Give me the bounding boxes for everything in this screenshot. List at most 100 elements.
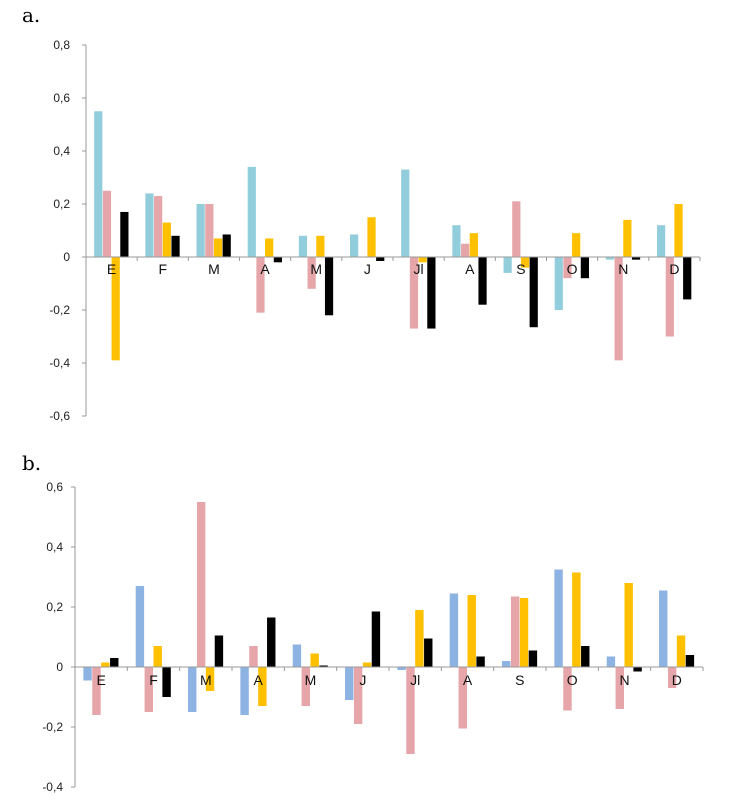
bar-series4-n — [633, 667, 642, 672]
bar-series4-m — [222, 234, 231, 257]
bar-series4-a — [273, 257, 282, 263]
bar-series3-jl — [418, 257, 427, 263]
bar-series4-m — [214, 635, 224, 667]
y-tick-label: -0,2 — [49, 303, 70, 317]
bar-series1-d — [659, 590, 668, 667]
bar-series2-e — [92, 667, 101, 715]
y-tick-label: 0,4 — [46, 540, 63, 554]
bar-series4-d — [683, 257, 692, 300]
bar-series1-m — [298, 235, 308, 257]
bar-series2-j — [353, 667, 363, 724]
bar-series2-a — [458, 667, 467, 729]
bar-series2-m — [196, 502, 206, 667]
y-tick-label: 0 — [56, 660, 63, 674]
x-tick-label: J — [359, 672, 366, 688]
panel-label-a: a. — [22, 3, 40, 27]
x-tick-label: Jl — [410, 672, 420, 688]
x-tick-label: J — [364, 261, 371, 277]
bar-series3-e — [111, 257, 120, 361]
bar-series3-j — [362, 662, 372, 667]
bar-series2-a — [461, 243, 470, 257]
y-tick-label: 0 — [63, 250, 70, 264]
bar-series2-s — [512, 201, 521, 257]
x-tick-label: Jl — [414, 261, 424, 277]
bar-series2-a — [249, 646, 258, 667]
x-tick-label: F — [158, 261, 167, 277]
y-tick-label: 0,6 — [46, 480, 63, 494]
bar-series1-s — [502, 661, 511, 667]
bar-series3-s — [520, 257, 530, 268]
bar-series4-f — [171, 235, 180, 257]
bar-series2-o — [563, 257, 572, 279]
bar-series4-o — [581, 646, 590, 667]
y-tick-label: 0,8 — [53, 38, 70, 52]
bar-series1-j — [350, 234, 359, 257]
y-tick-label: -0,6 — [49, 409, 70, 423]
bar-series2-e — [102, 190, 112, 257]
chart-panel-b: b. 0,6 0,4 0,2 0 -0,2 -0,4 E F M A M J Jl A S O N D — [22, 451, 704, 794]
bar-series2-jl — [406, 667, 415, 754]
bar-series1-s — [503, 257, 512, 273]
bar-series2-n — [615, 667, 624, 709]
bar-series1-o — [554, 257, 563, 310]
bar-series1-a — [452, 225, 461, 257]
bar-series3-f — [162, 222, 171, 257]
bar-series2-d — [665, 257, 674, 337]
bar-series3-o — [572, 233, 581, 257]
x-tick-label: M — [305, 672, 317, 688]
bar-series1-a — [247, 166, 256, 257]
bar-series3-jl — [415, 610, 424, 667]
bar-series2-m — [301, 667, 310, 706]
bar-series3-a — [467, 595, 476, 667]
bar-series2-f — [144, 667, 153, 712]
y-tick-label: -0,4 — [42, 780, 63, 794]
bar-series4-m — [319, 665, 328, 667]
bar-series1-f — [145, 193, 154, 257]
bar-series3-d — [674, 204, 683, 257]
bar-series1-jl — [401, 169, 410, 257]
bar-series4-s — [528, 650, 538, 667]
bar-series1-jl — [397, 667, 406, 670]
bar-series4-d — [685, 655, 695, 667]
bar-series4-j — [371, 611, 381, 667]
x-tick-label: F — [149, 672, 158, 688]
bar-series3-n — [623, 219, 632, 257]
bar-series4-n — [631, 257, 641, 260]
bar-series4-o — [580, 257, 589, 279]
y-tick-label: 0,2 — [53, 197, 70, 211]
x-tick-label: D — [669, 261, 679, 277]
y-tick-label: 0,2 — [46, 600, 63, 614]
bar-series1-n — [606, 656, 616, 667]
bar-series3-m — [205, 667, 215, 691]
x-tick-label: S — [515, 672, 524, 688]
bar-series3-n — [624, 583, 633, 667]
bar-series2-o — [563, 667, 572, 711]
x-tick-label: A — [463, 672, 473, 688]
bar-series1-o — [554, 569, 563, 667]
bar-series1-m — [292, 644, 302, 667]
x-tick-label: N — [618, 261, 628, 277]
x-tick-label: M — [200, 672, 212, 688]
bar-series2-s — [510, 596, 520, 667]
x-tick-label: A — [260, 261, 270, 277]
bar-series1-a — [240, 667, 249, 715]
bar-series3-a — [265, 238, 274, 257]
bar-series2-f — [154, 196, 163, 257]
x-tick-label: M — [208, 261, 220, 277]
x-tick-label: S — [516, 261, 525, 277]
y-tick-label: 0,4 — [53, 144, 70, 158]
bar-series3-f — [153, 646, 162, 667]
bar-series3-a — [258, 667, 267, 706]
bar-series1-e — [94, 111, 103, 257]
bar-series1-d — [657, 225, 666, 257]
bar-series2-d — [667, 667, 677, 688]
bar-series3-e — [101, 662, 110, 667]
y-tick-label: 0,6 — [53, 91, 70, 105]
bar-series4-j — [376, 257, 385, 261]
bar-series3-m — [310, 653, 319, 667]
bar-series3-d — [676, 635, 686, 667]
bar-series2-n — [614, 257, 623, 361]
bar-series4-jl — [427, 257, 436, 329]
bar-series4-e — [120, 211, 129, 257]
